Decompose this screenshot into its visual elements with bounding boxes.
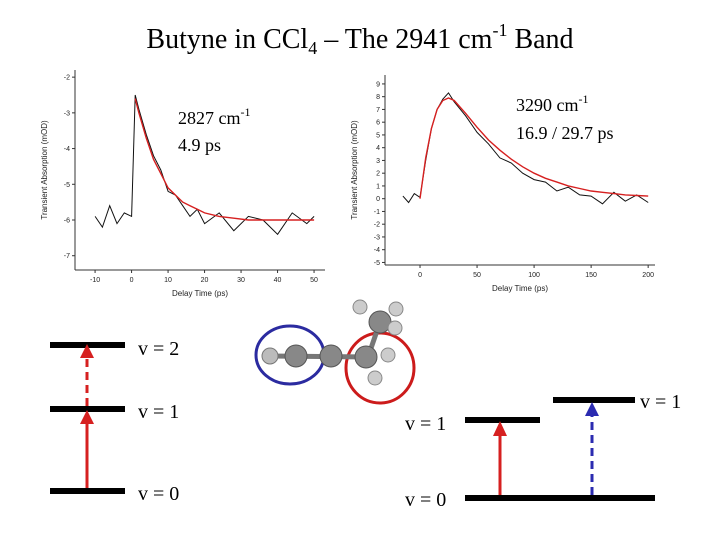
arrow-head [585, 402, 599, 416]
y-tick-label: -2 [64, 75, 70, 82]
arrow-head [493, 421, 507, 436]
atom [261, 347, 279, 365]
y-tick-label: -2 [374, 222, 380, 229]
x-tick-label: 40 [274, 277, 282, 284]
x-tick-label: 150 [585, 272, 597, 279]
level-label: v = 0 [138, 483, 179, 505]
annotation: 3290 cm-1 [516, 92, 589, 115]
y-tick-label: -5 [64, 182, 70, 189]
y-tick-label: 7 [376, 107, 380, 114]
data-line [419, 97, 649, 199]
y-tick-label: -3 [374, 234, 380, 241]
y-tick-label: 4 [376, 145, 380, 152]
x-tick-label: 50 [473, 272, 481, 279]
data-line [134, 98, 315, 221]
x-tick-label: 200 [642, 272, 654, 279]
y-tick-label: 6 [376, 120, 380, 127]
energy-diagram: v = 2 v = 1 v = 0 v = 1 v = 0 v = 1 [50, 338, 681, 511]
annotation: 16.9 / 29.7 ps [516, 123, 614, 143]
atom [284, 344, 308, 368]
y-tick-label: -6 [64, 218, 70, 225]
y-tick-label: -4 [64, 146, 70, 153]
y-tick-label: 5 [376, 132, 380, 139]
y-tick-label: 3 [376, 158, 380, 165]
level-label: v = 1 [138, 401, 179, 423]
level-label: v = 0 [405, 489, 446, 511]
y-tick-label: 1 [376, 183, 380, 190]
atom [319, 344, 343, 368]
molecule [254, 299, 416, 405]
x-tick-label: 0 [418, 272, 422, 279]
annotation: 4.9 ps [178, 135, 221, 155]
x-tick-label: -10 [90, 277, 100, 284]
atom [380, 347, 396, 363]
x-tick-label: 30 [237, 277, 245, 284]
y-tick-label: 8 [376, 94, 380, 101]
y-axis-label: Transient Absorption (mOD) [350, 120, 359, 220]
level-label: v = 1 [405, 413, 446, 435]
atom [388, 301, 404, 317]
y-tick-label: -4 [374, 247, 380, 254]
y-axis-label: Transient Absorption (mOD) [40, 120, 49, 220]
atom [387, 320, 403, 336]
y-tick-label: -7 [64, 253, 70, 260]
level-label: v = 2 [138, 338, 179, 360]
y-tick-label: 2 [376, 171, 380, 178]
y-tick-label: -5 [374, 260, 380, 267]
x-tick-label: 0 [130, 277, 134, 284]
x-tick-label: 10 [164, 277, 172, 284]
x-axis-label: Delay Time (ps) [492, 284, 548, 293]
x-tick-label: 100 [528, 272, 540, 279]
y-tick-label: -1 [374, 209, 380, 216]
slide-title: Butyne in CCl4 – The 2941 cm-1 Band [146, 20, 573, 58]
arrow-head [80, 344, 94, 358]
y-tick-label: 9 [376, 81, 380, 88]
x-tick-label: 20 [201, 277, 209, 284]
atom [367, 370, 383, 386]
atom [354, 345, 378, 369]
arrow-head [80, 410, 94, 424]
y-tick-label: 0 [376, 196, 380, 203]
atom [352, 299, 368, 315]
y-tick-label: -3 [64, 110, 70, 117]
level-label: v = 1 [640, 391, 681, 413]
x-tick-label: 50 [310, 277, 318, 284]
highlight [344, 331, 416, 405]
x-axis-label: Delay Time (ps) [172, 289, 228, 298]
annotation: 2827 cm-1 [178, 105, 251, 128]
